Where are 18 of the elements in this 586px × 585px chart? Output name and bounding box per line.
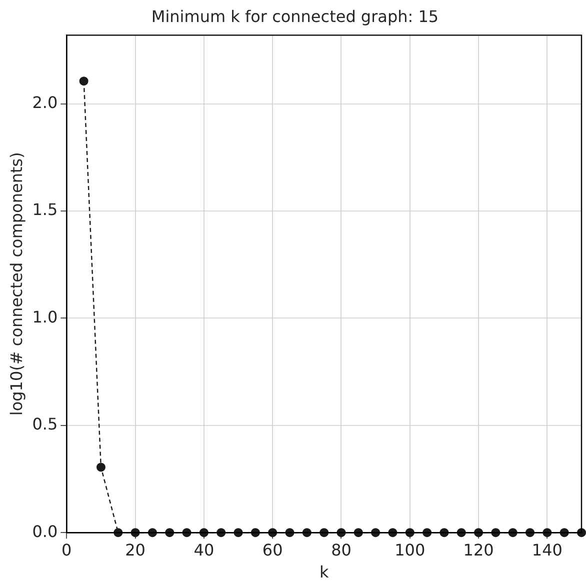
x-tick-label: 80 — [331, 540, 352, 560]
y-tick-label: 1.0 — [32, 307, 58, 326]
y-tick-label: 1.5 — [32, 200, 58, 220]
chart-title: Minimum k for connected graph: 15 — [151, 6, 439, 26]
x-tick-label: 60 — [262, 540, 283, 560]
x-tick-label: 0 — [62, 540, 72, 560]
y-axis-title: log10(# connected components) — [6, 152, 26, 416]
point — [96, 462, 106, 472]
x-tick-label: 40 — [194, 540, 214, 560]
point — [79, 76, 88, 86]
x-tick-label: 120 — [463, 540, 494, 560]
x-tick-label: 20 — [125, 540, 146, 560]
x-tick-label: 100 — [394, 540, 426, 560]
y-tick-label: 2.0 — [32, 92, 58, 112]
y-tick-label: 0.5 — [32, 414, 58, 434]
x-tick-label: 140 — [532, 540, 562, 560]
x-axis-title: k — [319, 562, 330, 582]
y-tick-label: 0.0 — [32, 522, 58, 541]
